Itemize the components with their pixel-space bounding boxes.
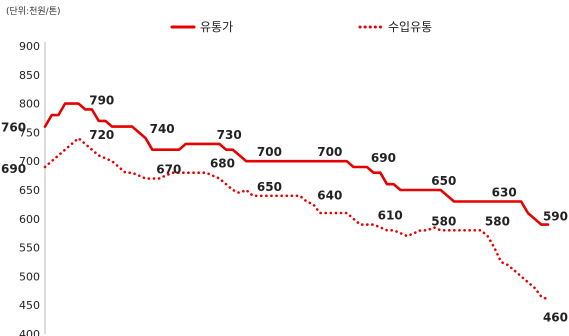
y-tick-label: 700 [19,155,40,168]
data-label: 670 [156,162,181,176]
data-label: 650 [257,180,282,194]
data-label: 590 [543,210,568,224]
data-label: 720 [89,128,114,142]
data-label: 760 [1,121,26,135]
y-tick-label: 450 [19,299,40,312]
series-line-distribution [43,102,550,226]
y-tick-label: 850 [19,69,40,82]
data-label: 680 [210,157,235,171]
data-label: 790 [89,93,114,107]
data-label: 690 [1,162,26,176]
data-label: 610 [378,209,403,223]
legend-label: 수입유통 [388,20,432,34]
y-tick-label: 750 [19,126,40,139]
y-axis: 400 450 500 550 600 650 700 750 800 850 900 [19,40,46,336]
data-label: 700 [257,145,282,159]
data-label: 630 [492,186,517,200]
unit-label: (단위:천원/톤) [6,6,61,17]
y-tick-label: 900 [19,40,40,53]
y-tick-label: 400 [19,328,40,336]
data-label: 700 [317,145,342,159]
series-layer [43,102,550,301]
data-label: 740 [150,122,175,136]
data-label: 730 [217,128,242,142]
y-tick-label: 600 [19,213,40,226]
data-label: 460 [543,310,568,324]
y-tick-label: 800 [19,98,40,111]
legend: 유통가 수입유통 [170,20,432,34]
data-label: 640 [317,188,342,202]
data-label: 580 [485,214,510,228]
y-tick-label: 550 [19,242,40,255]
legend-label: 유통가 [200,20,233,34]
data-label: 690 [371,151,396,165]
series-line-import [43,136,550,301]
y-tick-label: 500 [19,270,40,283]
y-tick-label: 650 [19,184,40,197]
data-label: 650 [431,174,456,188]
data-label: 580 [431,214,456,228]
